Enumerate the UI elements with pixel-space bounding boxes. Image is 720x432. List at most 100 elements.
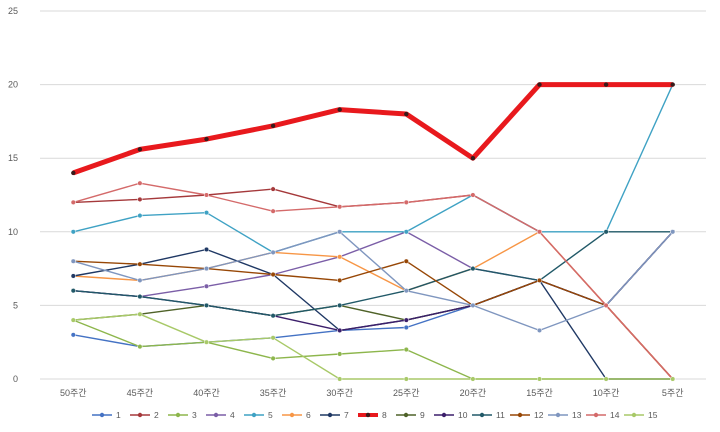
legend: 1 2 3 4 5 6 7 8 9 10 11 12 13 14 15 bbox=[92, 410, 658, 420]
data-point bbox=[137, 277, 143, 283]
data-point bbox=[403, 376, 409, 382]
legend-marker bbox=[175, 412, 181, 418]
legend-label: 15 bbox=[648, 410, 658, 420]
data-point bbox=[70, 258, 76, 264]
x-tick-label: 15주간 bbox=[526, 388, 553, 398]
legend-marker bbox=[631, 412, 637, 418]
legend-label: 10 bbox=[458, 410, 468, 420]
data-point bbox=[470, 302, 476, 308]
series-14 bbox=[70, 180, 676, 382]
x-tick-label: 25주간 bbox=[393, 388, 420, 398]
data-point bbox=[337, 302, 343, 308]
data-point bbox=[270, 335, 276, 341]
legend-item: 5 bbox=[244, 410, 273, 420]
data-point bbox=[470, 376, 476, 382]
data-point bbox=[270, 208, 276, 214]
legend-marker bbox=[213, 412, 219, 418]
legend-label: 8 bbox=[382, 410, 387, 420]
x-tick-label: 5주간 bbox=[662, 388, 684, 398]
data-point bbox=[670, 376, 676, 382]
legend-label: 12 bbox=[534, 410, 544, 420]
x-tick-label: 30주간 bbox=[326, 388, 353, 398]
data-point bbox=[137, 196, 143, 202]
data-point bbox=[70, 199, 76, 205]
x-axis-ticks: 50주간 45주간 40주간 35주간 30주간 25주간 20주간 15주간 10주간 5주간 bbox=[60, 388, 683, 398]
data-point bbox=[137, 311, 143, 317]
legend-item: 8 bbox=[358, 410, 387, 420]
series-line bbox=[73, 188, 674, 380]
legend-marker bbox=[137, 412, 143, 418]
x-tick-label: 35주간 bbox=[260, 388, 287, 398]
legend-marker bbox=[251, 412, 257, 418]
data-point bbox=[337, 254, 343, 260]
data-point bbox=[203, 302, 210, 308]
data-point bbox=[337, 376, 343, 382]
data-point bbox=[403, 347, 409, 353]
series-5 bbox=[70, 82, 676, 255]
series-line bbox=[73, 182, 674, 380]
legend-item: 13 bbox=[548, 410, 582, 420]
legend-marker bbox=[403, 412, 409, 418]
data-point bbox=[203, 210, 210, 216]
data-point bbox=[203, 266, 210, 272]
x-tick-label: 50주간 bbox=[60, 388, 87, 398]
data-point bbox=[337, 277, 343, 283]
data-point bbox=[537, 82, 542, 87]
legend-marker bbox=[327, 412, 333, 418]
data-point bbox=[337, 327, 343, 333]
x-tick-label: 40주간 bbox=[193, 388, 220, 398]
legend-item: 2 bbox=[130, 410, 159, 420]
data-point bbox=[403, 324, 409, 331]
series-15 bbox=[70, 311, 676, 382]
y-tick-label: 0 bbox=[13, 374, 18, 384]
data-point bbox=[270, 186, 276, 192]
legend-label: 3 bbox=[192, 410, 197, 420]
legend-label: 4 bbox=[230, 410, 235, 420]
y-axis-ticks: 0 5 10 15 20 25 bbox=[8, 6, 18, 384]
data-point bbox=[337, 107, 342, 112]
data-point bbox=[603, 82, 609, 87]
data-point bbox=[203, 283, 210, 289]
legend-item: 9 bbox=[396, 410, 425, 420]
data-point bbox=[137, 213, 143, 219]
data-point bbox=[603, 302, 609, 308]
legend-label: 11 bbox=[496, 410, 505, 420]
data-point bbox=[470, 156, 476, 161]
data-point bbox=[270, 249, 276, 255]
legend-item: 3 bbox=[168, 410, 197, 420]
legend-label: 1 bbox=[116, 410, 121, 420]
data-point bbox=[270, 313, 276, 319]
data-point bbox=[403, 199, 409, 205]
legend-label: 13 bbox=[572, 410, 582, 420]
legend-label: 9 bbox=[420, 410, 425, 420]
data-point bbox=[203, 192, 210, 198]
data-point bbox=[670, 82, 675, 87]
legend-marker bbox=[517, 412, 523, 418]
data-point bbox=[71, 170, 76, 176]
data-point bbox=[70, 273, 76, 279]
data-point bbox=[536, 277, 543, 283]
data-point bbox=[536, 327, 543, 333]
legend-item: 10 bbox=[434, 410, 468, 420]
series-line bbox=[73, 231, 673, 317]
data-point bbox=[403, 229, 409, 235]
legend-label: 6 bbox=[306, 410, 311, 420]
y-tick-label: 10 bbox=[8, 227, 18, 237]
data-point bbox=[603, 229, 609, 235]
data-point bbox=[270, 271, 276, 278]
series-line bbox=[73, 260, 674, 380]
y-tick-label: 25 bbox=[8, 6, 18, 16]
legend-label: 2 bbox=[154, 410, 159, 420]
legend-marker bbox=[365, 412, 371, 418]
data-point bbox=[137, 261, 143, 267]
series-line bbox=[73, 231, 674, 307]
data-point bbox=[137, 344, 143, 350]
data-point bbox=[470, 266, 476, 272]
y-tick-label: 20 bbox=[8, 80, 18, 90]
data-point bbox=[270, 355, 276, 361]
legend-marker bbox=[555, 412, 561, 418]
data-point bbox=[337, 204, 343, 210]
y-tick-label: 15 bbox=[8, 153, 18, 163]
data-point bbox=[270, 123, 276, 129]
